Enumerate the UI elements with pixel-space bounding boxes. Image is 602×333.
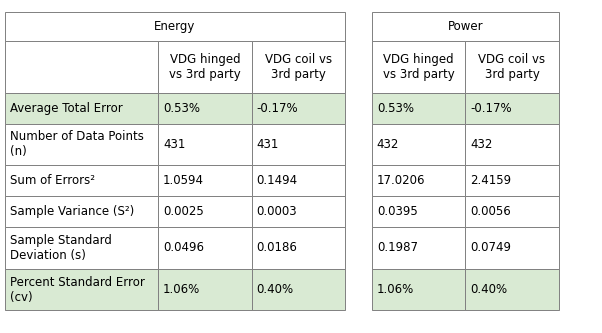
Text: VDG hinged
vs 3rd party: VDG hinged vs 3rd party [169, 53, 241, 81]
Bar [465, 196, 559, 227]
Text: 432: 432 [377, 138, 399, 151]
Bar [5, 196, 158, 227]
Bar [5, 12, 345, 41]
Bar [158, 227, 252, 269]
Text: -0.17%: -0.17% [256, 102, 298, 115]
Bar [158, 269, 252, 310]
Text: 0.53%: 0.53% [163, 102, 200, 115]
Bar [372, 196, 465, 227]
Text: 431: 431 [256, 138, 279, 151]
Bar [372, 93, 465, 124]
Bar [372, 165, 465, 196]
Bar [372, 124, 465, 165]
Text: Energy: Energy [154, 20, 196, 33]
Text: Percent Standard Error
(cv): Percent Standard Error (cv) [10, 275, 144, 304]
Bar [372, 269, 465, 310]
Text: 0.1494: 0.1494 [256, 174, 297, 187]
Bar [252, 93, 345, 124]
Text: 0.0496: 0.0496 [163, 241, 204, 254]
Text: Sample Variance (S²): Sample Variance (S²) [10, 205, 134, 218]
Text: 0.0025: 0.0025 [163, 205, 204, 218]
Bar [252, 124, 345, 165]
Bar [252, 165, 345, 196]
Text: -0.17%: -0.17% [470, 102, 512, 115]
Bar [465, 227, 559, 269]
Text: VDG coil vs
3rd party: VDG coil vs 3rd party [265, 53, 332, 81]
Text: 1.06%: 1.06% [377, 283, 414, 296]
Text: 0.0395: 0.0395 [377, 205, 418, 218]
Text: 0.0186: 0.0186 [256, 241, 297, 254]
Text: 0.0003: 0.0003 [256, 205, 297, 218]
Text: Average Total Error: Average Total Error [10, 102, 122, 115]
Text: 1.06%: 1.06% [163, 283, 200, 296]
Bar [5, 227, 158, 269]
Text: 0.0749: 0.0749 [470, 241, 511, 254]
Bar [158, 196, 252, 227]
Bar [465, 165, 559, 196]
Bar [158, 93, 252, 124]
Bar [5, 269, 158, 310]
Bar [5, 41, 158, 93]
Bar [252, 41, 345, 93]
Text: Number of Data Points
(n): Number of Data Points (n) [10, 130, 143, 159]
Bar [252, 227, 345, 269]
Bar [5, 93, 158, 124]
Bar [158, 124, 252, 165]
Text: Sum of Errors²: Sum of Errors² [10, 174, 95, 187]
Text: VDG hinged
vs 3rd party: VDG hinged vs 3rd party [383, 53, 455, 81]
Text: 0.40%: 0.40% [470, 283, 507, 296]
Bar [252, 196, 345, 227]
Bar [465, 124, 559, 165]
Bar [5, 124, 158, 165]
Text: 0.0056: 0.0056 [470, 205, 511, 218]
Bar [158, 41, 252, 93]
Text: 432: 432 [470, 138, 492, 151]
Text: Power: Power [447, 20, 483, 33]
Text: 17.0206: 17.0206 [377, 174, 426, 187]
Text: VDG coil vs
3rd party: VDG coil vs 3rd party [479, 53, 545, 81]
Text: Sample Standard
Deviation (s): Sample Standard Deviation (s) [10, 234, 111, 262]
Text: 0.40%: 0.40% [256, 283, 294, 296]
Bar [5, 165, 158, 196]
Text: 0.1987: 0.1987 [377, 241, 418, 254]
Bar [465, 269, 559, 310]
Bar [372, 12, 559, 41]
Text: 2.4159: 2.4159 [470, 174, 511, 187]
Bar [158, 165, 252, 196]
Bar [465, 93, 559, 124]
Text: 0.53%: 0.53% [377, 102, 414, 115]
Bar [372, 41, 465, 93]
Text: 1.0594: 1.0594 [163, 174, 204, 187]
Text: 431: 431 [163, 138, 185, 151]
Bar [252, 269, 345, 310]
Bar [465, 41, 559, 93]
Bar [372, 227, 465, 269]
